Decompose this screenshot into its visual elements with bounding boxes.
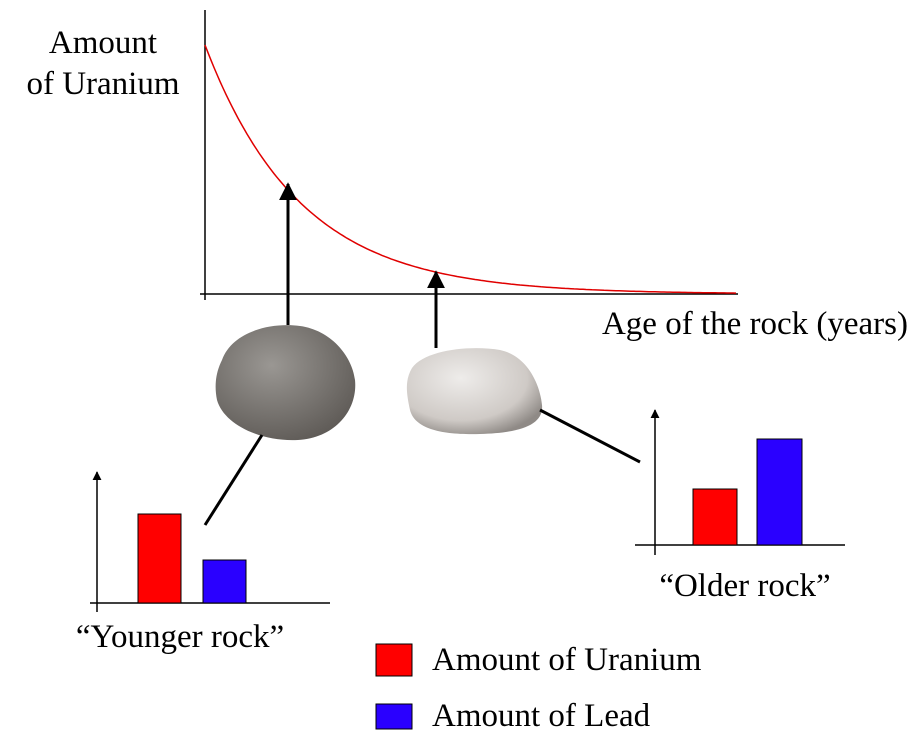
lead-bar bbox=[203, 560, 246, 603]
younger-label: “Younger rock” bbox=[76, 619, 284, 655]
legend-swatch bbox=[376, 704, 412, 729]
y-axis-label: of Uranium bbox=[26, 66, 179, 102]
lead-bar bbox=[757, 439, 802, 545]
diagram: Amount of Uranium Age of the rock (years… bbox=[0, 0, 916, 730]
uranium-bar bbox=[693, 489, 737, 545]
connector bbox=[540, 410, 640, 462]
decay-curve bbox=[205, 45, 736, 293]
x-axis-label: Age of the rock (years) bbox=[602, 306, 908, 342]
connector bbox=[205, 435, 262, 525]
legend-label: Amount of Lead bbox=[432, 698, 651, 730]
older-rock bbox=[407, 348, 542, 434]
younger-rock bbox=[216, 325, 356, 440]
y-axis-label: Amount bbox=[49, 25, 157, 61]
legend-swatch bbox=[376, 644, 412, 676]
legend-label: Amount of Uranium bbox=[432, 642, 702, 678]
older-label: “Older rock” bbox=[659, 568, 830, 604]
uranium-bar bbox=[138, 514, 181, 603]
